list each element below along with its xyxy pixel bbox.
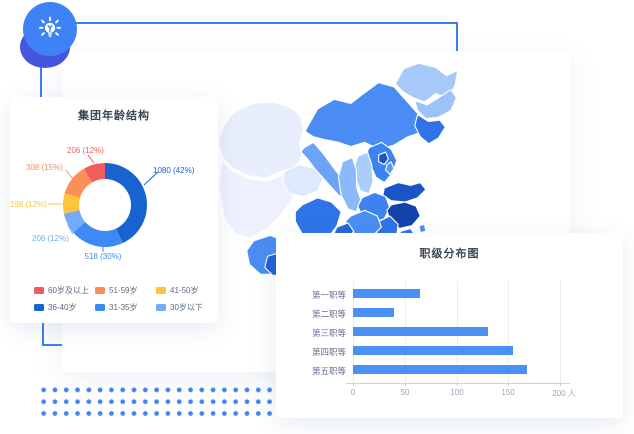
age-card-title: 集团年龄结构	[78, 110, 150, 122]
map-region	[394, 62, 459, 103]
tick-mark	[508, 383, 509, 386]
bar	[353, 346, 514, 355]
donut-label: 308 (15%)	[26, 163, 63, 172]
map-region	[218, 159, 295, 239]
map-region	[218, 101, 305, 179]
dot-grid-pattern	[38, 384, 278, 420]
legend-item[interactable]: 36-40岁	[34, 302, 95, 313]
donut-label: 206 (12%)	[67, 146, 104, 155]
legend-label: 36-40岁	[48, 303, 77, 312]
connector-line-top-drop	[456, 22, 458, 56]
rank-distribution-card: 职级分布图 第一职等 第二职等 第三职等 第四职等 第五职等 0 50	[276, 233, 623, 418]
legend-chip	[34, 287, 44, 294]
donut-label: 206 (12%)	[32, 234, 69, 243]
donut-label: 1080 (42%)	[153, 166, 195, 175]
gridline	[508, 281, 509, 383]
connector-line-bottom-horizontal	[42, 344, 69, 346]
tick-mark	[405, 383, 406, 386]
legend-label: 60岁及以上	[48, 286, 89, 295]
badge-circle	[23, 2, 77, 56]
donut-label: 518 (30%)	[84, 252, 122, 261]
x-tick-label: 50	[400, 388, 410, 397]
age-legend: 60岁及以上 51-59岁 41-50岁 36-40岁 31-35岁 30岁以下	[34, 285, 218, 313]
legend-chip	[156, 304, 166, 311]
legend-chip	[95, 287, 105, 294]
bar-category-label: 第四职等	[311, 347, 346, 357]
tick-mark	[560, 383, 561, 386]
bar	[353, 327, 488, 336]
x-tick-label: 200 人	[552, 389, 576, 398]
map-region	[414, 114, 446, 145]
legend-label: 31-35岁	[109, 303, 138, 312]
legend-chip	[34, 304, 44, 311]
legend-chip	[95, 304, 105, 311]
connector-line-top	[66, 22, 458, 24]
map-region	[414, 89, 457, 120]
rank-card-title: 职级分布图	[419, 248, 480, 260]
map-region	[378, 151, 389, 166]
connector-line-badge-drop	[40, 54, 42, 102]
bar-category-label: 第二职等	[311, 309, 346, 319]
rank-bar-chart: 第一职等 第二职等 第三职等 第四职等 第五职等 0 50 100 150 20…	[276, 233, 623, 418]
legend-item[interactable]: 30岁以下	[156, 302, 217, 313]
bar	[353, 365, 527, 374]
legend-label: 51-59岁	[109, 286, 138, 295]
bar	[353, 308, 395, 317]
map-region	[382, 182, 427, 203]
tick-mark	[457, 383, 458, 386]
gridline	[560, 281, 561, 383]
legend-item[interactable]: 31-35岁	[95, 302, 156, 313]
legend-item[interactable]: 51-59岁	[95, 285, 156, 296]
legend-label: 41-50岁	[170, 286, 199, 295]
map-region	[282, 164, 324, 198]
legend-item[interactable]: 41-50岁	[156, 285, 217, 296]
tick-mark	[353, 383, 354, 386]
legend-item[interactable]: 60岁及以上	[34, 285, 95, 296]
bar-category-label: 第五职等	[311, 366, 346, 376]
age-structure-card: 集团年龄结构 1080 (42%) 518 (30%) 206 (12%) 19…	[10, 97, 218, 323]
bar-category-label: 第一职等	[311, 290, 346, 300]
map-region	[385, 161, 395, 175]
x-axis-line	[346, 383, 570, 384]
donut-hole	[79, 179, 131, 231]
bar	[353, 289, 421, 298]
x-tick-label: 0	[350, 388, 356, 397]
lightbulb-badge	[8, 0, 78, 74]
lightbulb-icon	[39, 16, 61, 37]
age-donut-chart	[63, 163, 147, 247]
x-tick-label: 100	[450, 388, 464, 397]
x-tick-label: 150	[501, 388, 515, 397]
bar-category-label: 第三职等	[311, 328, 346, 338]
donut-label: 198 (12%)	[10, 200, 47, 209]
legend-chip	[156, 287, 166, 294]
map-region	[418, 223, 427, 234]
legend-label: 30岁以下	[170, 303, 203, 312]
connector-line-bottom-vertical	[42, 318, 44, 346]
